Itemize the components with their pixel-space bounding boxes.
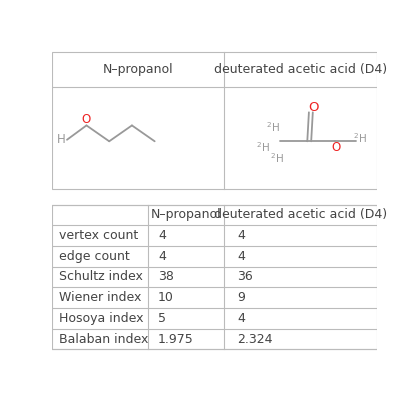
Text: 36: 36 — [238, 270, 253, 284]
Text: O: O — [82, 113, 91, 126]
Text: N–propanol: N–propanol — [103, 63, 174, 76]
Text: Balaban index: Balaban index — [59, 333, 148, 346]
Text: deuterated acetic acid (D4): deuterated acetic acid (D4) — [214, 208, 387, 221]
Text: deuterated acetic acid (D4): deuterated acetic acid (D4) — [214, 63, 387, 76]
Text: vertex count: vertex count — [59, 229, 138, 242]
Text: O: O — [308, 101, 319, 114]
Text: 4: 4 — [158, 229, 166, 242]
Text: $^{2}$H: $^{2}$H — [353, 131, 367, 145]
Text: Hosoya index: Hosoya index — [59, 312, 143, 325]
Text: 9: 9 — [238, 291, 246, 304]
Text: 5: 5 — [158, 312, 166, 325]
Text: 2.324: 2.324 — [238, 333, 273, 346]
Text: H: H — [57, 133, 65, 146]
Text: $^{2}$H: $^{2}$H — [266, 120, 279, 133]
Text: 1.975: 1.975 — [158, 333, 194, 346]
Text: Wiener index: Wiener index — [59, 291, 141, 304]
Text: 38: 38 — [158, 270, 174, 284]
Text: 10: 10 — [158, 291, 174, 304]
Text: $^{2}$H: $^{2}$H — [256, 140, 270, 154]
Text: N–propanol: N–propanol — [151, 208, 222, 221]
Text: O: O — [331, 141, 340, 154]
Text: 4: 4 — [158, 250, 166, 263]
Text: 4: 4 — [238, 312, 246, 325]
Text: edge count: edge count — [59, 250, 129, 263]
Text: Schultz index: Schultz index — [59, 270, 143, 284]
Text: $^{2}$H: $^{2}$H — [269, 151, 283, 165]
Text: 4: 4 — [238, 229, 246, 242]
Text: 4: 4 — [238, 250, 246, 263]
